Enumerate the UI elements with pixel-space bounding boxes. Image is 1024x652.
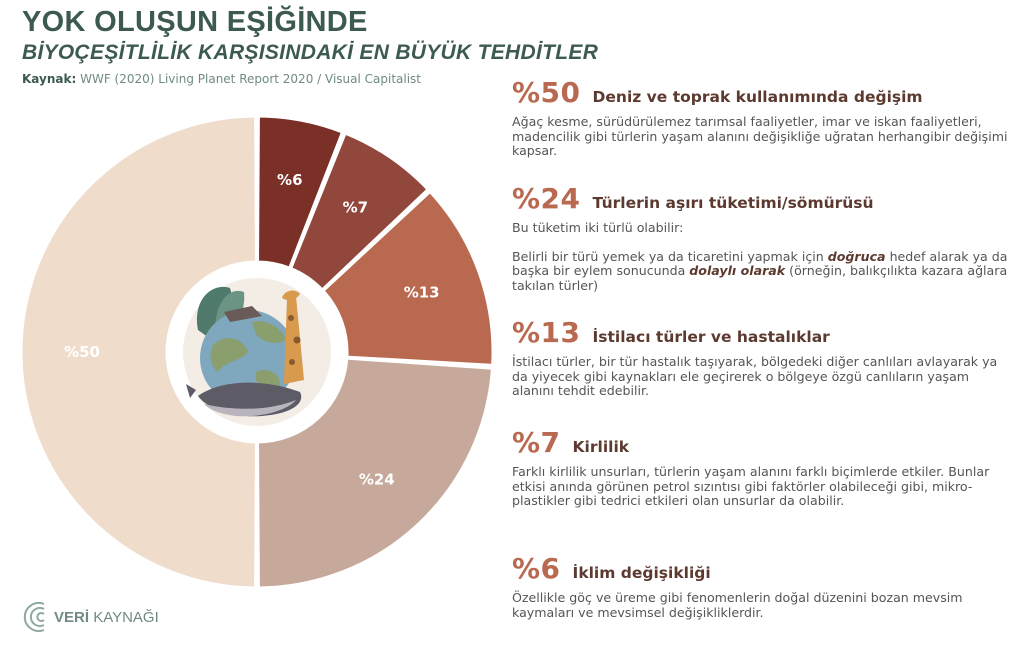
donut-slice-1 [256, 114, 345, 271]
body-text: İstilacı türler, bir tür hastalık taşıya… [512, 354, 998, 398]
threat-paragraph: Belirli bir türü yemek ya da ticaretini … [512, 248, 1010, 294]
slice-label-2: %7 [343, 198, 368, 216]
logo-icon [23, 602, 45, 632]
threat-body: Farklı kirlilik unsurları, türlerin yaşa… [512, 464, 1010, 509]
threat-heading: Kirlilik [572, 438, 630, 456]
logo-rest: KAYNAĞI [93, 608, 159, 626]
donut-slice-5 [19, 114, 258, 590]
donut-chart: %6 %7 %13 %24 %50 [19, 114, 495, 590]
threat-heading: İstilacı türler ve hastalıklar [592, 328, 830, 346]
donut-slice-2 [288, 131, 431, 293]
threat-heading: Türlerin aşırı tüketimi/sömürüsü [592, 194, 874, 212]
threat-block-5: %6 İklim değişikliği Özellikle göç ve üre… [512, 552, 1010, 620]
threat-paragraph: İstilacı türler, bir tür hastalık taşıya… [512, 354, 1010, 399]
threat-block-2: %24 Türlerin aşırı tüketimi/sömürüsü Bu t… [512, 182, 1010, 293]
threat-percent: %24 [512, 182, 581, 215]
threat-heading: İklim değişikliği [572, 564, 711, 582]
threat-paragraph: Farklı kirlilik unsurları, türlerin yaşa… [512, 464, 1010, 509]
donut-labels: %6 %7 %13 %24 %50 [64, 171, 440, 488]
body-text: Ağaç kesme, sürüdürülemez tarımsal faali… [512, 114, 1008, 158]
logo-bold: VERİ [54, 608, 90, 626]
brand-logo: VERİ KAYNAĞI [22, 600, 159, 634]
source-text: WWF (2020) Living Planet Report 2020 / V… [80, 72, 422, 86]
continent-1 [210, 338, 248, 372]
body-text: Farklı kirlilik unsurları, türlerin yaşa… [512, 464, 990, 508]
threat-block-3: %13 İstilacı türler ve hastalıklar İstila… [512, 316, 1010, 399]
continent-2 [252, 321, 286, 343]
body-text: hedef alarak ya da başka bir eylem sonuc… [512, 248, 1008, 278]
slice-label-3: %13 [404, 284, 440, 302]
threat-body: Ağaç kesme, sürüdürülemez tarımsal faali… [512, 114, 1010, 159]
slice-label-5: %50 [64, 343, 100, 361]
source-label: Kaynak: [22, 72, 77, 86]
logo-text: VERİ KAYNAĞI [54, 609, 159, 626]
threat-percent: %50 [512, 76, 581, 109]
threat-percent: %13 [512, 316, 581, 349]
page-subtitle: BİYOÇEŞİTLİLİK KARŞISINDAKİ EN BÜYÜK TEH… [22, 41, 599, 64]
body-text: (örneğin, balıkçılıkta kazara ağlara tak… [512, 263, 1008, 293]
threat-body: Bu tüketim iki türlü olabilir: Belirli bi… [512, 220, 1010, 294]
page-title: YOK OLUŞUN EŞİĞİNDE [22, 6, 368, 38]
emphasis-text: doğruca [827, 248, 886, 264]
body-text: Bu tüketim iki türlü olabilir: [512, 220, 684, 235]
threat-block-1: %50 Deniz ve toprak kullanımında değişim … [512, 76, 1010, 159]
emphasis-text: dolaylı olarak [689, 263, 786, 278]
elephant-icon [224, 306, 262, 322]
threat-heading: Deniz ve toprak kullanımında değişim [592, 88, 923, 106]
slice-label-4: %24 [359, 471, 395, 489]
donut-slices [19, 114, 495, 590]
source-line: Kaynak: WWF (2020) Living Planet Report … [22, 72, 421, 86]
threat-percent: %6 [512, 552, 561, 585]
threat-paragraph: Ağaç kesme, sürüdürülemez tarımsal faali… [512, 114, 1010, 159]
slice-label-1: %6 [277, 171, 302, 189]
threat-body: Özellikle göç ve üreme gibi fenomenlerin… [512, 590, 1010, 620]
donut-slice-4 [256, 356, 495, 590]
earth-illustration [169, 264, 345, 440]
threat-body: İstilacı türler, bir tür hastalık taşıya… [512, 354, 1010, 399]
body-text: Özellikle göç ve üreme gibi fenomenlerin… [512, 590, 963, 620]
threat-paragraph: Özellikle göç ve üreme gibi fenomenlerin… [512, 590, 1010, 620]
threat-percent: %7 [512, 426, 561, 459]
donut-slice-3 [320, 189, 495, 367]
threat-paragraph: Bu tüketim iki türlü olabilir: [512, 220, 1010, 236]
threat-block-4: %7 Kirlilik Farklı kirlilik unsurları, tü… [512, 426, 1010, 509]
body-text: Belirli bir türü yemek ya da ticaretini … [512, 248, 828, 264]
